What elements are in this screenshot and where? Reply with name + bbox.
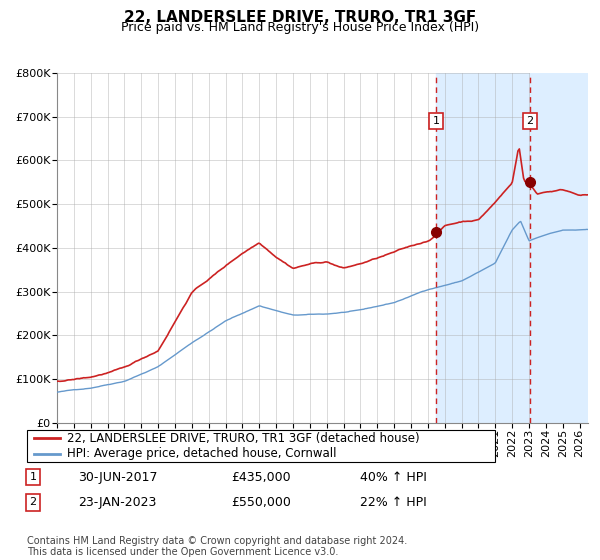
Text: Price paid vs. HM Land Registry's House Price Index (HPI): Price paid vs. HM Land Registry's House … [121,21,479,34]
Text: HPI: Average price, detached house, Cornwall: HPI: Average price, detached house, Corn… [67,447,336,460]
Text: 22, LANDERSLEE DRIVE, TRURO, TR1 3GF (detached house): 22, LANDERSLEE DRIVE, TRURO, TR1 3GF (de… [67,432,419,445]
Text: Contains HM Land Registry data © Crown copyright and database right 2024.
This d: Contains HM Land Registry data © Crown c… [27,535,407,557]
Text: 2: 2 [527,116,534,126]
Text: £435,000: £435,000 [231,470,290,484]
Text: 30-JUN-2017: 30-JUN-2017 [78,470,157,484]
Text: 22% ↑ HPI: 22% ↑ HPI [360,496,427,509]
FancyBboxPatch shape [27,430,495,462]
Bar [530,73,588,423]
Text: 2: 2 [29,497,37,507]
Text: 23-JAN-2023: 23-JAN-2023 [78,496,157,509]
Text: 40% ↑ HPI: 40% ↑ HPI [360,470,427,484]
Text: 1: 1 [29,472,37,482]
Bar [436,73,588,423]
Text: £550,000: £550,000 [231,496,291,509]
Text: 1: 1 [433,116,440,126]
Text: 22, LANDERSLEE DRIVE, TRURO, TR1 3GF: 22, LANDERSLEE DRIVE, TRURO, TR1 3GF [124,10,476,25]
